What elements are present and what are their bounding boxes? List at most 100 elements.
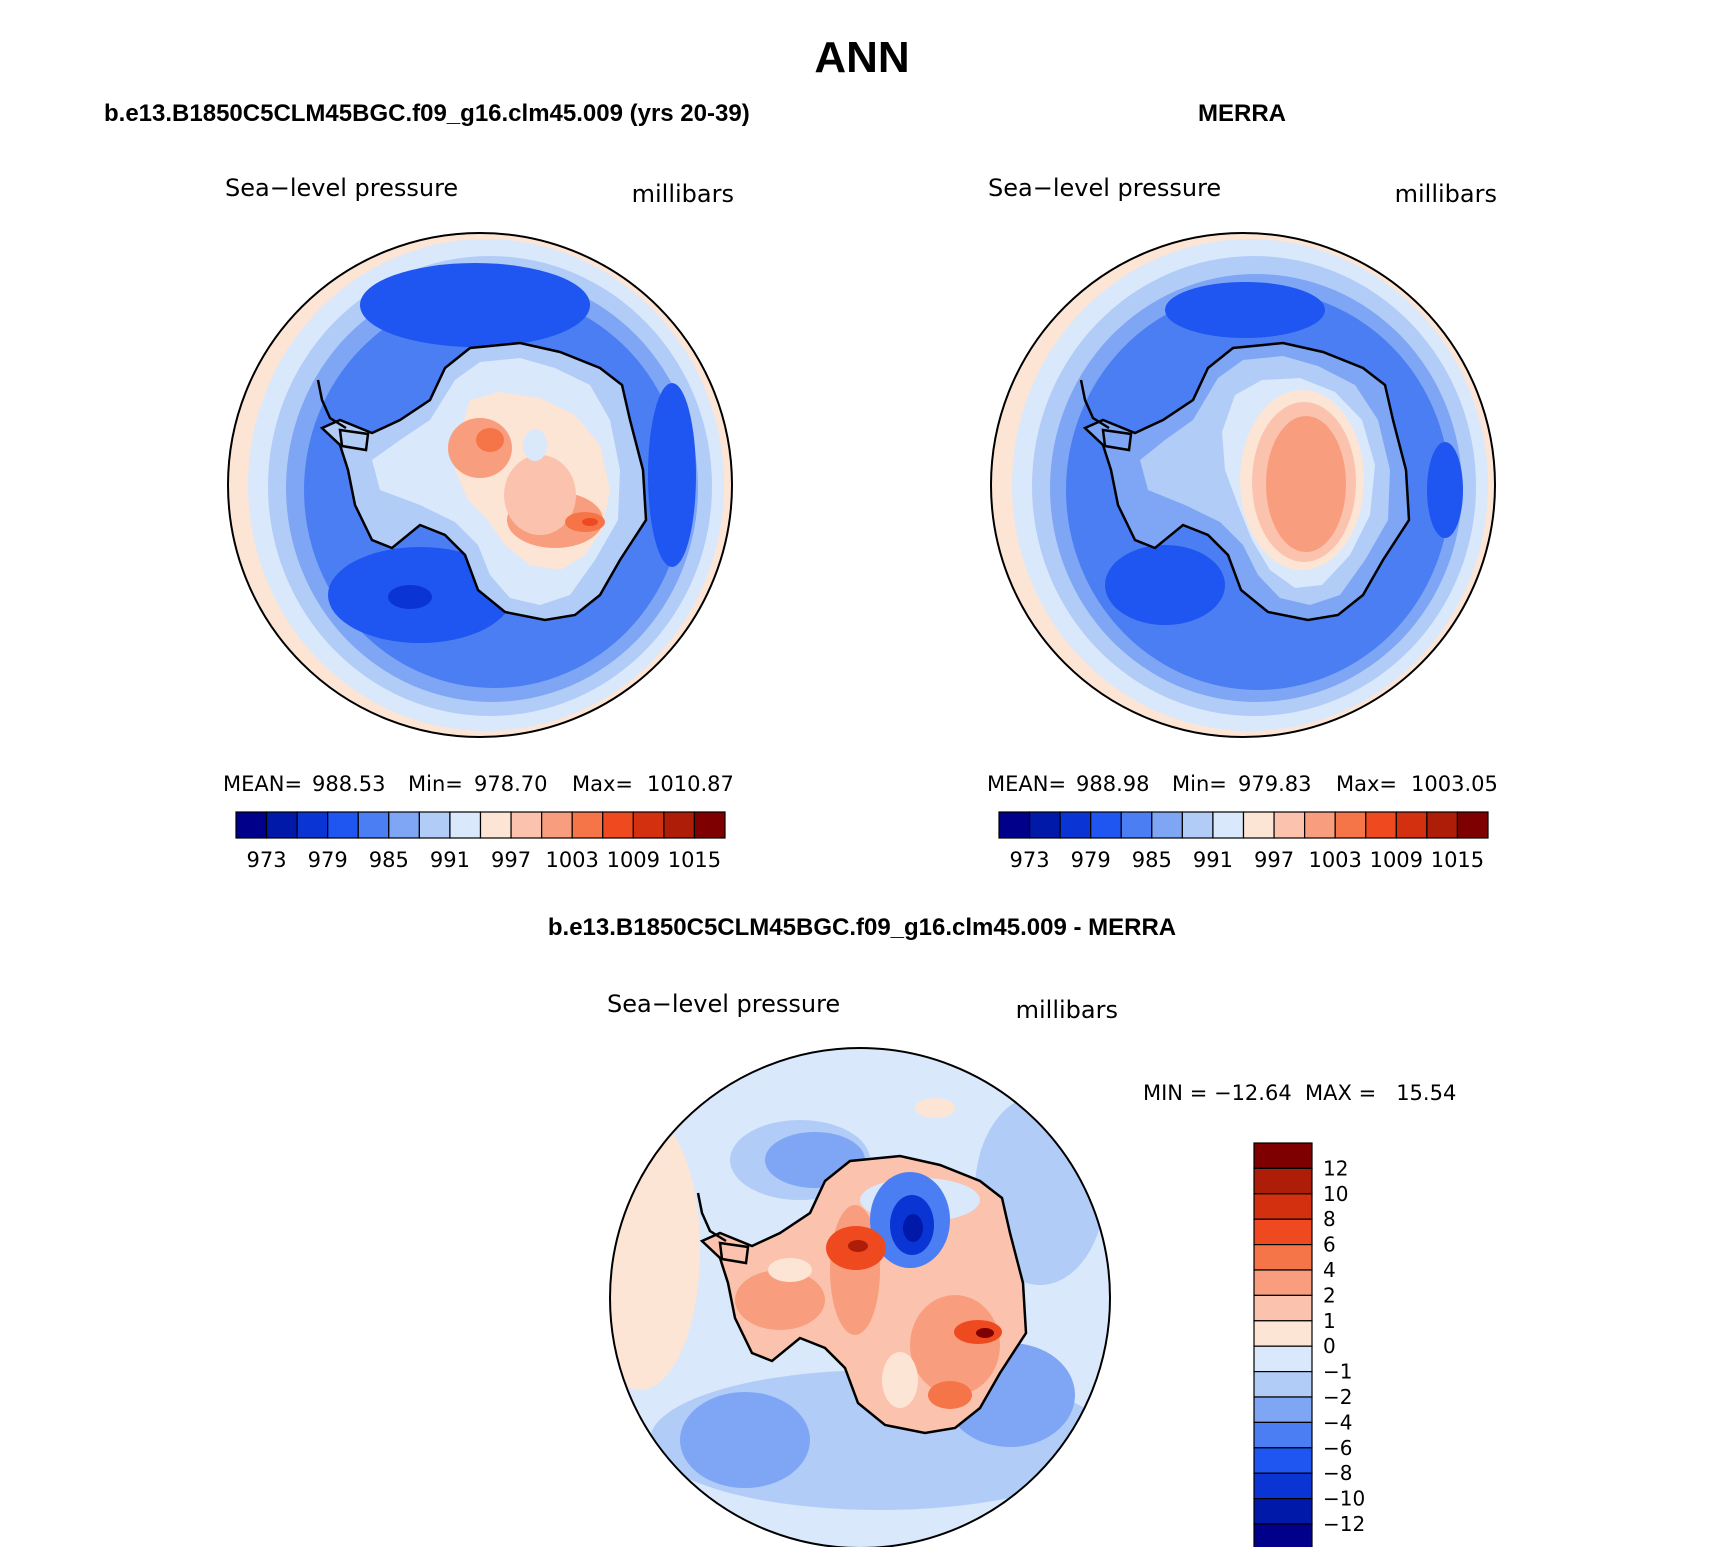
colorbar-swatch (1253, 1142, 1313, 1169)
colorbar-tick-label: 1009 (1370, 848, 1423, 872)
colorbar-swatch (1253, 1294, 1313, 1322)
map-border (609, 1047, 1111, 1547)
panel-title: MERRA (1198, 100, 1286, 127)
colorbar-tick-label: −2 (1323, 1385, 1352, 1409)
colorbar-tick-label: 6 (1323, 1233, 1336, 1257)
map-border (990, 232, 1496, 738)
colorbar-swatch (1242, 811, 1275, 839)
colorbar-swatch (1253, 1472, 1313, 1500)
variable-label: Sea−level pressure (607, 990, 840, 1018)
colorbar-swatch (571, 811, 604, 839)
colorbar-tick-label: 979 (1071, 848, 1111, 872)
coastline (699, 1154, 1028, 1435)
coastline (1082, 341, 1411, 622)
map-border (227, 232, 733, 738)
colorbar-tick-label: −1 (1323, 1360, 1352, 1384)
colorbar-swatch (998, 811, 1031, 839)
stats-min: 978.70 (474, 772, 547, 796)
colorbar-model (235, 811, 726, 839)
colorbar-tick-label: 979 (308, 848, 348, 872)
stats-min: 979.83 (1238, 772, 1311, 796)
main-title: ANN (814, 33, 909, 82)
ice-shelf-outline (718, 1241, 750, 1265)
panel-model: b.e13.B1850C5CLM45BGC.f09_g16.clm45.009 … (104, 100, 750, 872)
colorbar-tick-label: 12 (1323, 1156, 1348, 1180)
peninsula-coastline (316, 379, 347, 430)
colorbar-swatch (1253, 1193, 1313, 1220)
colorbar-swatch (1028, 811, 1061, 839)
colorbar-tick-label: 985 (1132, 848, 1172, 872)
polar-map-model (228, 233, 732, 737)
colorbar-tick-label: 973 (1010, 848, 1050, 872)
colorbar-tick-label: −12 (1323, 1512, 1365, 1536)
panel-title: b.e13.B1850C5CLM45BGC.f09_g16.clm45.009 … (104, 100, 750, 127)
colorbar-swatch (1151, 811, 1183, 839)
colorbar-swatch (1334, 811, 1367, 839)
variable-label: Sea−level pressure (988, 174, 1221, 202)
stats-max-label: Max= (572, 772, 633, 796)
antarctica-continent (1085, 343, 1409, 620)
colorbar-model-labels: 973 979 985 991 997 1003 1009 1015 (247, 848, 722, 872)
polar-map-difference (610, 1048, 1110, 1547)
colorbar-swatch (1120, 811, 1153, 839)
colorbar-swatch (357, 811, 390, 839)
antarctica-continent (702, 1156, 1026, 1433)
antarctica-continent (322, 343, 646, 620)
colorbar-swatch (1456, 811, 1489, 839)
coastline (319, 341, 648, 622)
colorbar-swatch (418, 811, 451, 839)
stats-min-label: Min= (408, 772, 463, 796)
range-text: MIN = −12.64 MAX = 15.54 (1143, 1081, 1456, 1105)
colorbar-tick-label: −4 (1323, 1410, 1352, 1434)
polar-map-merra (991, 233, 1495, 737)
colorbar-tick-label: 991 (430, 848, 470, 872)
colorbar-swatch (1090, 811, 1122, 839)
colorbar-swatch (1395, 811, 1428, 839)
colorbar-tick-label: 1003 (545, 848, 598, 872)
colorbar-difference (1253, 1142, 1313, 1547)
colorbar-swatch (602, 811, 634, 839)
colorbar-tick-label: 1009 (607, 848, 660, 872)
units-label: millibars (632, 180, 734, 208)
colorbar-swatch (1253, 1421, 1313, 1449)
colorbar-swatch (449, 811, 482, 839)
colorbar-tick-label: −6 (1323, 1436, 1352, 1460)
colorbar-merra (998, 811, 1489, 839)
colorbar-swatch (1059, 811, 1092, 839)
colorbar-swatch (296, 811, 329, 839)
stats-mean: 988.98 (1076, 772, 1149, 796)
colorbar-tick-label: 1003 (1308, 848, 1361, 872)
colorbar-swatch (1253, 1396, 1313, 1423)
colorbar-tick-label: 997 (1254, 848, 1294, 872)
colorbar-tick-label: 1015 (1431, 848, 1484, 872)
colorbar-swatch (1212, 811, 1245, 839)
ice-shelf-outline (1101, 428, 1133, 452)
colorbar-swatch (541, 811, 573, 839)
colorbar-swatch (510, 811, 543, 839)
colorbar-swatch (663, 811, 696, 839)
stats-mean-label: MEAN= (223, 772, 302, 796)
colorbar-swatch (1273, 811, 1306, 839)
panel-title: b.e13.B1850C5CLM45BGC.f09_g16.clm45.009 … (548, 914, 1176, 941)
colorbar-tick-label: 0 (1323, 1334, 1336, 1358)
variable-label: Sea−level pressure (225, 174, 458, 202)
colorbar-swatch (1253, 1523, 1313, 1547)
units-label: millibars (1016, 996, 1118, 1024)
colorbar-tick-label: −10 (1323, 1487, 1365, 1511)
colorbar-merra-labels: 973 979 985 991 997 1003 1009 1015 (1010, 848, 1485, 872)
units-label: millibars (1395, 180, 1497, 208)
colorbar-tick-label: −8 (1323, 1461, 1352, 1485)
colorbar-swatch (1253, 1269, 1313, 1296)
colorbar-tick-label: 2 (1323, 1283, 1336, 1307)
panel-merra: MERRA Sea−level pressure millibars (987, 100, 1498, 872)
panel-difference: b.e13.B1850C5CLM45BGC.f09_g16.clm45.009 … (548, 914, 1456, 1547)
colorbar-swatch (1426, 811, 1459, 839)
colorbar-swatch (1365, 811, 1397, 839)
colorbar-swatch (1253, 1167, 1313, 1195)
colorbar-swatch (1253, 1497, 1313, 1525)
stats-max: 1003.05 (1411, 772, 1498, 796)
colorbar-swatch (1181, 811, 1214, 839)
colorbar-swatch (1304, 811, 1336, 839)
colorbar-swatch (479, 811, 512, 839)
